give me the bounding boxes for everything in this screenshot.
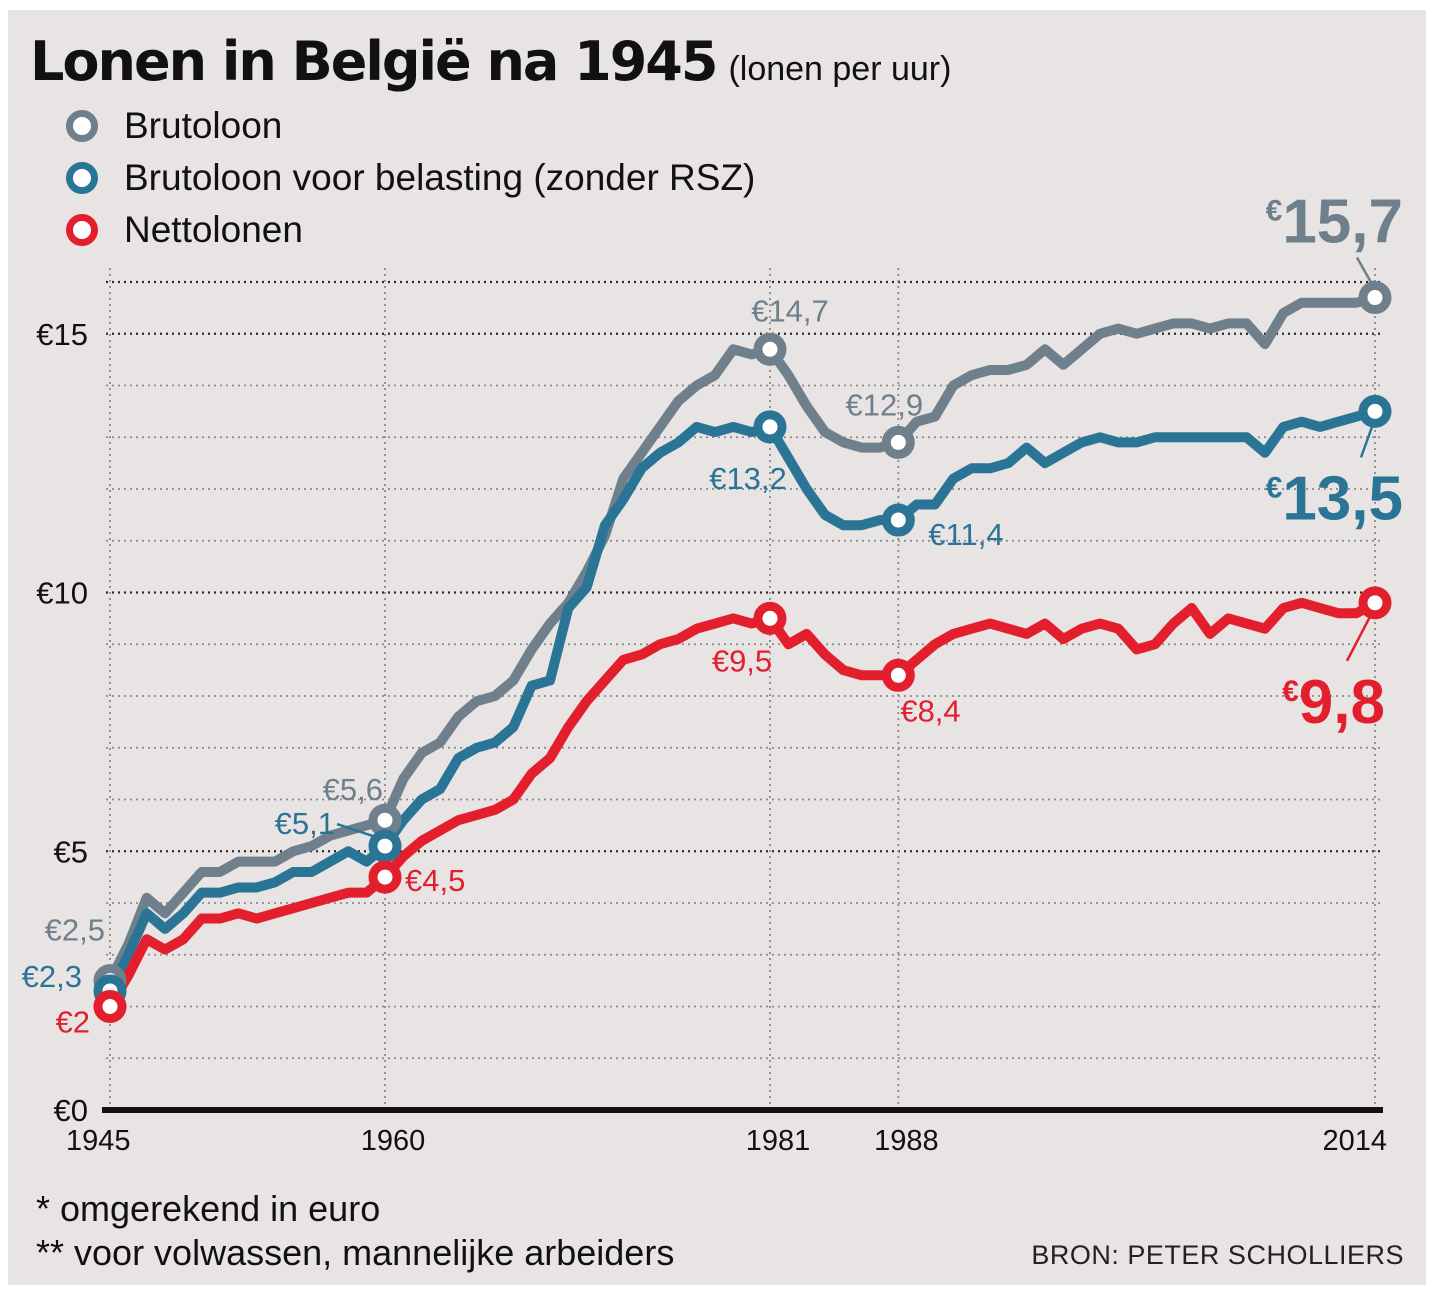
data-label: €9,5 [712, 643, 772, 678]
data-point-marker [368, 860, 402, 894]
footnote-workers: ** voor volwassen, mannelijke arbeiders [36, 1232, 675, 1273]
series-line-1 [105, 406, 1380, 996]
data-label: €12,9 [846, 387, 924, 422]
data-label: €5,1 [275, 806, 335, 841]
grid [106, 268, 1383, 1110]
data-label: €2 [56, 1005, 90, 1040]
legend-item-brutoloon: Brutoloon [66, 100, 755, 152]
x-tick-label: 1960 [361, 1125, 426, 1157]
data-point-marker [753, 332, 787, 366]
series-markers [93, 281, 1392, 1023]
x-tick-label: 1945 [66, 1125, 131, 1157]
data-label: €2,3 [22, 959, 82, 994]
data-point-marker [1358, 586, 1392, 620]
data-label: €2,5 [45, 913, 105, 948]
data-label: €15,7 [1266, 188, 1403, 257]
title-main: Lonen in België na 1945 [30, 30, 718, 93]
y-tick-label: €5 [54, 834, 88, 869]
legend-item-nettolonen: Nettolonen [66, 204, 755, 256]
annotation-labels: €2,5 €2,3 €2 €5,6€5,1 €4,5 €14,7 €13,2 €9,5 €12,… [22, 188, 1403, 1040]
series-line-0 [105, 292, 1380, 986]
footnote-euro: * omgerekend in euro [36, 1188, 381, 1229]
x-tick-label: 1981 [746, 1125, 811, 1157]
legend-label: Brutoloon voor belasting (zonder RSZ) [124, 157, 756, 198]
data-point-marker [93, 990, 127, 1023]
source-credit: BRON: PETER SCHOLLIERS [1031, 1240, 1404, 1270]
y-tick-label: €15 [36, 317, 88, 352]
value-number: 13,5 [1282, 464, 1403, 533]
data-point-marker [1358, 394, 1392, 428]
series-lines [105, 292, 1380, 1012]
data-point-marker [881, 503, 915, 537]
data-point-marker [881, 425, 915, 459]
data-label: €14,7 [751, 293, 829, 328]
axes: €0 €5 €10 €15 1945 1960 1981 1988 2014 [36, 317, 1387, 1157]
y-tick-label: €10 [36, 576, 88, 611]
currency-symbol: € [1266, 195, 1283, 228]
series-line-2 [105, 597, 1380, 1012]
data-label: €5,6 [323, 772, 383, 807]
chart-title: Lonen in België na 1945 (lonen per uur) [30, 30, 951, 93]
legend-label: Brutoloon [124, 105, 283, 146]
value-number: 15,7 [1282, 188, 1403, 257]
title-subtitle: (lonen per uur) [728, 50, 952, 88]
legend: Brutoloon Brutoloon voor belasting (zond… [66, 100, 755, 256]
data-point-marker [1358, 281, 1392, 315]
data-label: €13,5 [1266, 464, 1403, 533]
data-point-marker [881, 658, 915, 692]
y-tick-label: €0 [54, 1093, 88, 1128]
annotation-leaders [336, 256, 1377, 838]
data-label: €8,4 [900, 693, 960, 728]
data-point-marker [368, 803, 402, 837]
legend-ring-icon [66, 214, 98, 246]
legend-ring-icon [66, 162, 98, 194]
legend-label: Nettolonen [124, 209, 303, 250]
data-label: €4,5 [405, 863, 465, 898]
x-tick-label: 2014 [1322, 1125, 1387, 1157]
legend-ring-icon [66, 110, 98, 142]
annotation-leader-line [1345, 612, 1374, 662]
data-label: €13,2 [709, 461, 787, 496]
data-point-marker [753, 601, 787, 635]
data-label: €11,4 [928, 517, 1003, 552]
data-point-marker [753, 410, 787, 444]
data-label: €9,8 [1282, 668, 1385, 737]
x-tick-label: 1988 [874, 1125, 939, 1157]
currency-symbol: € [1266, 471, 1283, 504]
value-number: 9,8 [1299, 668, 1385, 737]
legend-item-brutoloon-voor-belasting: Brutoloon voor belasting (zonder RSZ) [66, 152, 755, 204]
currency-symbol: € [1282, 675, 1299, 708]
annotation-leader-line [336, 822, 374, 838]
chart-panel [8, 10, 1426, 1285]
data-point-marker [368, 829, 402, 863]
